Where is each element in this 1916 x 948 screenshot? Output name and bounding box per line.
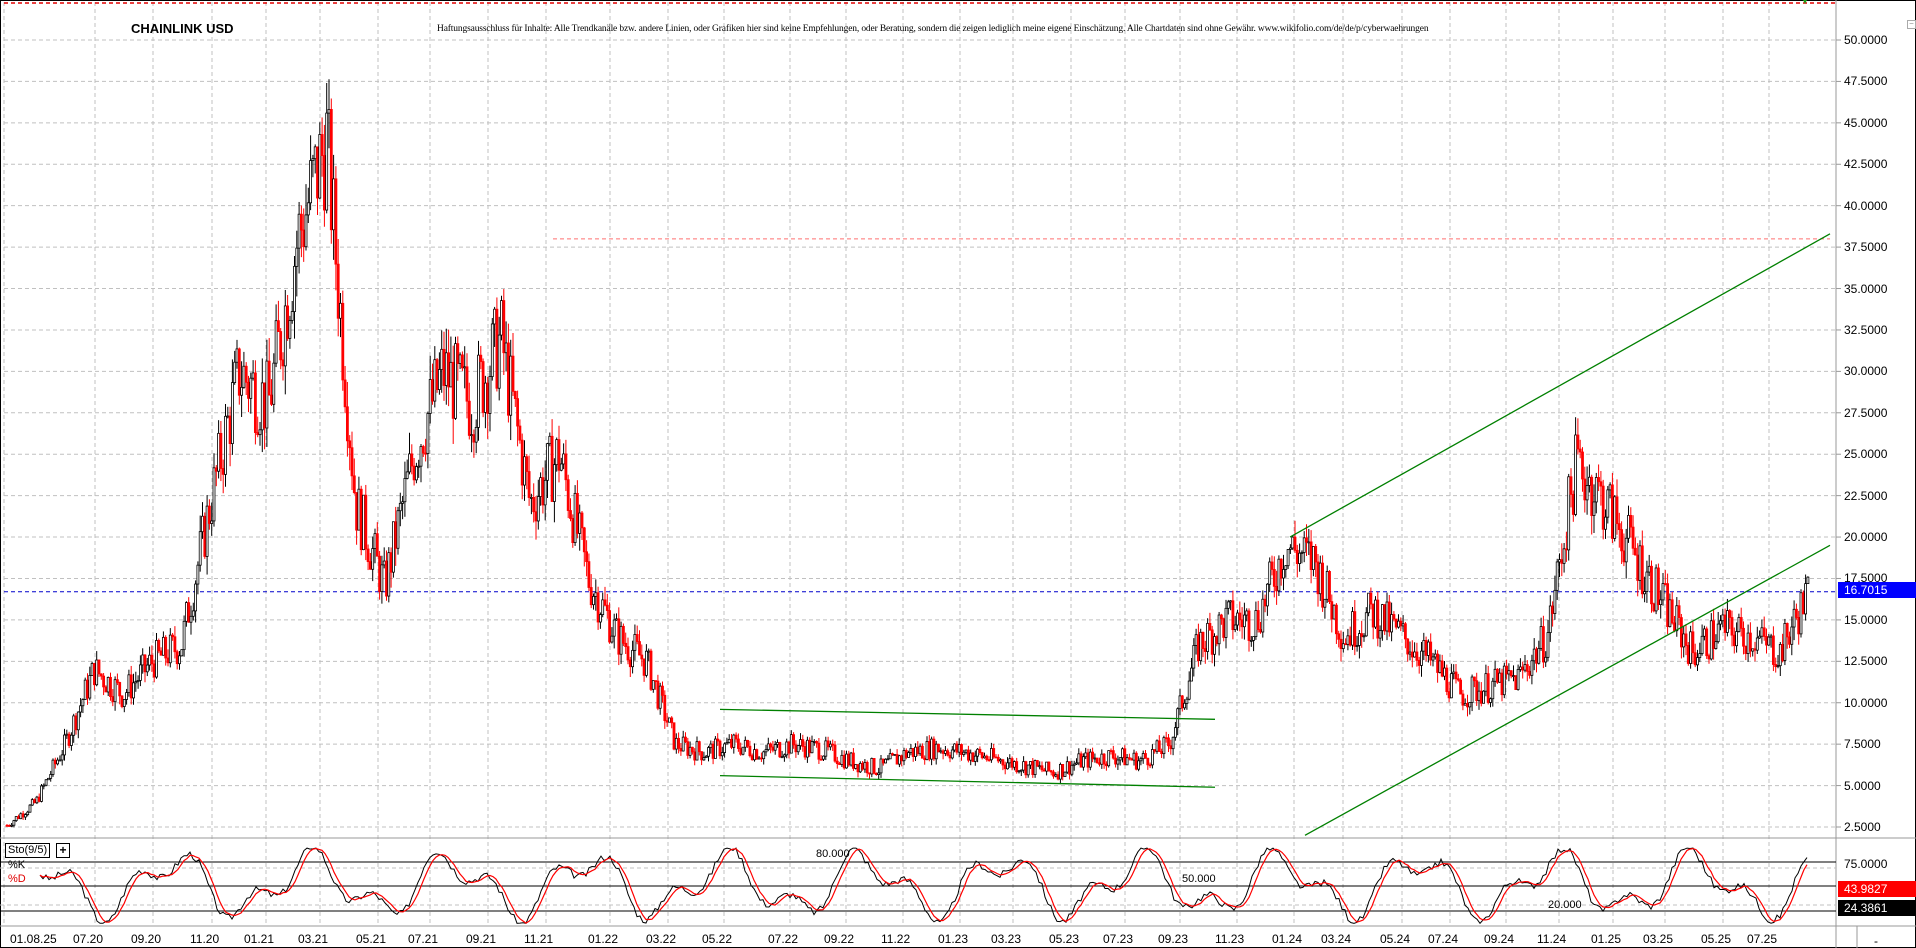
level-80-label: 80.000 <box>816 848 850 860</box>
price-axis-label: 35.0000 <box>1844 281 1888 296</box>
indicator-name-label[interactable]: Sto(9/5) <box>5 843 51 858</box>
price-axis-label: 25.0000 <box>1844 447 1888 462</box>
price-axis-label: 17.5000 <box>1844 571 1888 586</box>
time-axis-label: 11.22 <box>881 932 911 946</box>
price-axis-label: 32.5000 <box>1844 322 1888 337</box>
time-axis-label: 11.20 <box>190 932 220 946</box>
price-axis-label: 47.5000 <box>1844 74 1888 89</box>
price-axis-label: 30.0000 <box>1844 364 1888 379</box>
chart-title: CHAINLINK USD <box>131 21 234 36</box>
k-line-label: %K <box>8 859 26 871</box>
time-axis-label: 09.24 <box>1484 932 1515 946</box>
price-axis-label: 40.0000 <box>1844 198 1888 213</box>
time-axis-label: 07.23 <box>1103 932 1134 946</box>
time-axis-label: 01.24 <box>1272 932 1303 946</box>
time-axis-label: 05.22 <box>702 932 733 946</box>
price-axis-label: 45.0000 <box>1844 115 1888 130</box>
price-axis-label: 42.5000 <box>1844 157 1888 172</box>
disclaimer-text: Haftungsausschluss für Inhalte: Alle Tre… <box>437 24 1429 34</box>
time-axis-label: 05.25 <box>1701 932 1732 946</box>
add-indicator-button[interactable]: + <box>56 843 70 858</box>
time-axis-label: 01.21 <box>244 932 275 946</box>
time-axis-label: 05.24 <box>1380 932 1411 946</box>
time-axis-label: 07.25 <box>1747 932 1778 946</box>
time-axis-label: 05.21 <box>356 932 387 946</box>
time-axis-label: 11.23 <box>1215 932 1245 946</box>
k-value-tag: 24.3861 <box>1838 900 1916 916</box>
time-axis-label: 01.08.25 <box>10 932 57 946</box>
time-axis-label: 09.21 <box>466 932 497 946</box>
level-50-label: 50.000 <box>1182 873 1216 885</box>
time-axis-label: 11.24 <box>1537 932 1567 946</box>
time-axis-label: 07.21 <box>408 932 439 946</box>
time-axis-label: 07.24 <box>1428 932 1459 946</box>
collapse-pane-button[interactable]: − <box>1907 20 1916 29</box>
time-axis-label: 03.21 <box>298 932 329 946</box>
d-line-label: %D <box>8 873 26 885</box>
d-value-tag: 43.9827 <box>1838 881 1916 897</box>
time-axis-label: 01.22 <box>588 932 619 946</box>
price-axis-label: 2.5000 <box>1844 820 1881 834</box>
price-axis-label: 22.5000 <box>1844 488 1888 503</box>
time-axis-label: 03.23 <box>991 932 1022 946</box>
time-axis-label: 07.20 <box>73 932 104 946</box>
level-20-label: 20.000 <box>1548 899 1582 911</box>
indicator-axis-label: 75.0000 <box>1844 857 1888 871</box>
time-axis-label: 07.22 <box>768 932 799 946</box>
price-axis-label: 15.0000 <box>1844 612 1888 627</box>
time-axis-label: 01.23 <box>938 932 969 946</box>
time-axis-end-marker[interactable]: - <box>1874 934 1878 948</box>
price-axis-label: 12.5000 <box>1844 654 1888 669</box>
price-axis-label: 7.5000 <box>1844 737 1881 752</box>
price-axis-label: 37.5000 <box>1844 240 1888 255</box>
price-axis-label: 5.0000 <box>1844 778 1881 793</box>
time-axis-label: 03.25 <box>1643 932 1674 946</box>
time-axis-label: 11.21 <box>524 932 554 946</box>
time-axis-label: 05.23 <box>1049 932 1080 946</box>
price-axis-label: 50.0000 <box>1844 33 1888 47</box>
price-axis-label: 10.0000 <box>1844 695 1888 710</box>
time-axis-label: 01.25 <box>1591 932 1622 946</box>
time-axis-label: 03.22 <box>646 932 677 946</box>
time-axis-label: 09.20 <box>131 932 162 946</box>
time-axis-label: 03.24 <box>1321 932 1352 946</box>
price-axis-label: 27.5000 <box>1844 405 1888 420</box>
current-price-tag: 16.7015 <box>1838 582 1916 598</box>
time-axis-label: 09.23 <box>1158 932 1189 946</box>
time-axis-label: 09.22 <box>824 932 855 946</box>
price-axis-label: 20.0000 <box>1844 530 1888 545</box>
